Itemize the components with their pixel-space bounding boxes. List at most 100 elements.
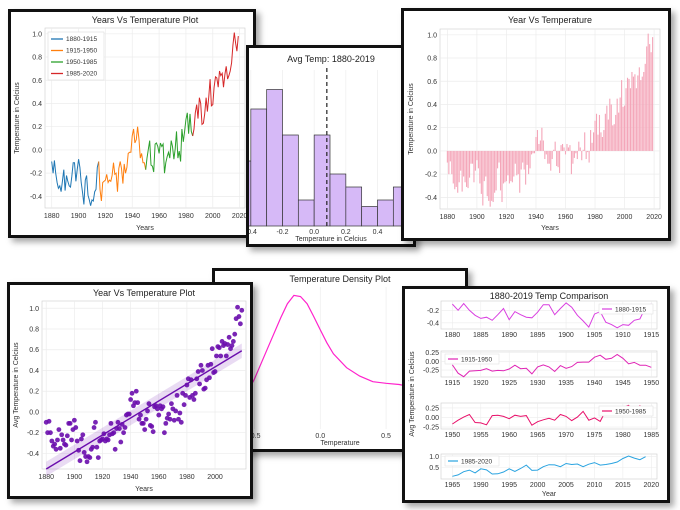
scatter-point (46, 418, 52, 424)
x-tick-label: 2020 (646, 214, 662, 221)
y-tick-label: 0.00 (425, 359, 439, 366)
bar (497, 150, 499, 169)
histogram-bar (345, 186, 363, 227)
bar (621, 80, 623, 151)
y-tick-label: 0.8 (29, 327, 39, 334)
line-chart: 1880 1900 1920 1940 1960 1980 2000 2020 -0.4 -0.2… (14, 15, 248, 232)
bar-chart: 1880 1900 1920 1940 1960 1980 2000 2020 -0.4 -0.2… (408, 15, 662, 232)
x-tick-label: 0.2 (341, 229, 351, 236)
scatter-point (166, 411, 172, 417)
bar (532, 150, 534, 154)
x-tick-label: 1945 (615, 380, 631, 387)
chart-title: Year Vs Temperature Plot (93, 288, 196, 298)
histogram-chart: -0.4-0.20.00.20.40.6Avg Temp: 1880-2019T… (249, 54, 413, 243)
bar (578, 141, 580, 151)
bar (508, 150, 510, 184)
bar (454, 150, 456, 190)
scatter-point (115, 419, 121, 425)
scatter-point (116, 426, 122, 431)
x-tick-label: 1980 (587, 214, 603, 221)
x-tick-label: 1960 (558, 214, 574, 221)
bar (649, 44, 651, 151)
y-tick-label: -0.25 (423, 368, 439, 375)
bar (547, 150, 549, 164)
scatter-point (177, 410, 183, 416)
bar (523, 150, 525, 170)
bar (579, 147, 581, 151)
x-tick-label: 1925 (501, 380, 517, 387)
y-tick-label: 0.8 (32, 55, 42, 62)
scatter-point (140, 420, 146, 426)
subplot-line (451, 353, 652, 378)
legend-label: 1880-1915 (615, 307, 646, 314)
scatter-point (160, 404, 166, 410)
y-tick-label: 0.6 (29, 347, 39, 354)
scatter-point (126, 411, 132, 417)
scatter-point (81, 450, 87, 455)
bar (520, 150, 522, 170)
bar (460, 150, 462, 171)
x-tick-label: 2000 (530, 482, 546, 489)
histogram-bar (313, 134, 331, 227)
x-tick-label: 1920 (95, 474, 111, 481)
x-tick-label: 1960 (501, 432, 517, 439)
x-tick-label: 1940 (587, 380, 603, 387)
scatter-point (63, 442, 69, 448)
scatter-point (93, 419, 98, 425)
scatter-point (71, 417, 77, 423)
bar (455, 150, 457, 187)
bar (483, 150, 485, 182)
legend-label: 1950-1985 (615, 409, 646, 416)
bar (629, 88, 632, 151)
bar (560, 145, 562, 151)
y-tick-label: 0.00 (425, 415, 439, 422)
bar (488, 150, 490, 201)
bar (502, 150, 505, 184)
y-tick-label: -0.4 (427, 320, 439, 327)
bar (542, 140, 544, 151)
bar (557, 150, 559, 168)
bar (582, 149, 584, 151)
panel-year-vs-temperature-scatter: 1880 1900 1920 1940 1960 1980 2000 -0.4 -0.2 0.0 0… (7, 282, 253, 499)
x-tick-label: 1975 (587, 432, 603, 439)
x-tick-label: 0.5 (381, 433, 391, 440)
bar (504, 150, 506, 183)
histogram-bar (329, 173, 347, 227)
y-tick-label: 0.0 (32, 147, 42, 154)
bar (619, 97, 621, 151)
bar (593, 132, 595, 151)
scatter-point (48, 430, 53, 436)
y-tick-label: 0.2 (29, 389, 39, 396)
scatter-point (138, 412, 143, 418)
scatter-point (84, 459, 90, 465)
x-tick-label: 1990 (473, 482, 489, 489)
scatter-point (78, 436, 84, 442)
histogram-bar (250, 108, 268, 227)
scatter-point (169, 401, 174, 407)
scatter-point (229, 343, 235, 348)
panel-temp-comparison: 1880-2019 Temp Comparison 1880 1885 1890 189… (402, 286, 670, 503)
bar (536, 130, 539, 151)
bar (514, 150, 516, 164)
bar (624, 105, 626, 151)
bar (588, 150, 590, 163)
bar (535, 137, 537, 151)
x-axis-label: Temperature (320, 440, 359, 447)
y-axis-label: Avg Temperature in Celcius (13, 342, 20, 428)
bar (597, 134, 599, 151)
x-tick-label: 1905 (587, 332, 603, 339)
x-tick-label: 0.4 (373, 229, 383, 236)
x-tick-label: 1900 (469, 214, 485, 221)
x-tick-label: 2015 (615, 482, 631, 489)
y-tick-label: -0.2 (30, 171, 42, 178)
scatter-point (232, 331, 238, 337)
subplot-line (452, 302, 652, 329)
scatter-point (167, 416, 173, 422)
y-tick-label: -0.2 (427, 308, 439, 315)
x-tick-label: 1915 (445, 380, 461, 387)
legend-label: 1950-1985 (66, 59, 97, 66)
chart-title: Temperature Density Plot (289, 274, 391, 284)
scatter-point (212, 369, 218, 374)
series-line-1950-1985 (145, 112, 194, 174)
bar (594, 120, 596, 151)
